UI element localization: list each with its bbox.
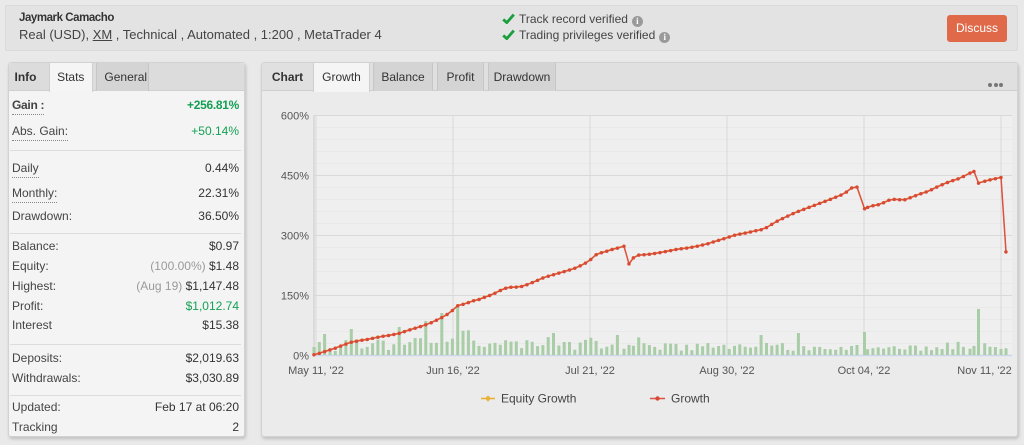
svg-text:0%: 0% — [293, 351, 309, 363]
svg-text:Aug 30, '22: Aug 30, '22 — [699, 365, 754, 377]
svg-text:Jul 21, '22: Jul 21, '22 — [565, 365, 615, 377]
svg-text:450%: 450% — [281, 171, 309, 183]
svg-text:Growth: Growth — [671, 392, 710, 406]
svg-text:Oct 04, '22: Oct 04, '22 — [838, 365, 891, 377]
svg-text:Jun 16, '22: Jun 16, '22 — [426, 365, 479, 377]
svg-text:300%: 300% — [281, 231, 309, 243]
svg-text:600%: 600% — [281, 111, 309, 123]
svg-text:Nov 11, '22: Nov 11, '22 — [957, 365, 1011, 377]
svg-text:May 11, '22: May 11, '22 — [288, 365, 344, 377]
svg-text:Equity Growth: Equity Growth — [501, 392, 576, 406]
svg-text:150%: 150% — [281, 291, 309, 303]
